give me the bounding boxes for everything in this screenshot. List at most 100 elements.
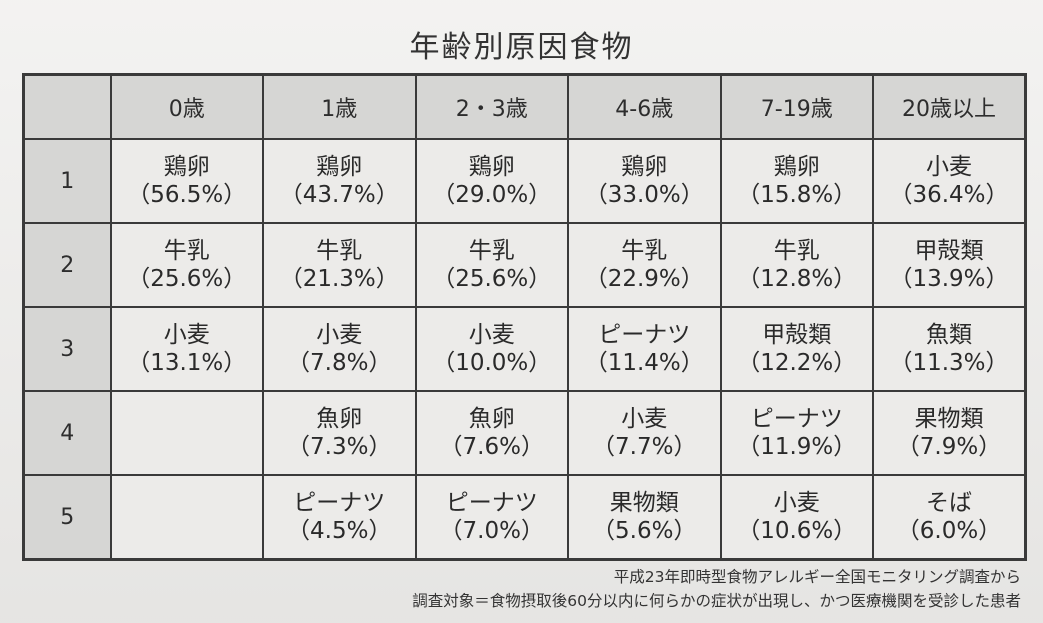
table-cell: 鶏卵 （56.5%） <box>109 138 264 224</box>
column-header: 7-19歳 <box>719 73 874 140</box>
table-cell: 小麦 （36.4%） <box>872 138 1027 224</box>
food-name: 牛乳 <box>468 238 515 264</box>
food-name: 小麦 <box>621 406 668 432</box>
table-cell: 甲殻類 （12.2%） <box>719 306 874 392</box>
table-cell: 果物類 （5.6%） <box>567 474 722 561</box>
food-name: 牛乳 <box>773 238 820 264</box>
table-cell: 小麦 （10.0%） <box>414 306 569 392</box>
food-name: 果物類 <box>914 406 984 432</box>
food-name: ピーナツ <box>445 490 538 516</box>
food-name: 牛乳 <box>163 238 210 264</box>
food-name: そば <box>926 490 972 516</box>
food-percentage: （12.2%） <box>737 350 857 376</box>
food-name: 牛乳 <box>316 238 363 264</box>
table-cell: 果物類 （7.9%） <box>872 390 1027 476</box>
food-percentage: （7.3%） <box>287 434 392 460</box>
table-cell: 鶏卵 （29.0%） <box>414 138 569 224</box>
table-cell: ピーナツ （4.5%） <box>262 474 417 561</box>
food-name: 鶏卵 <box>316 154 363 180</box>
table-cell: 魚類 （11.3%） <box>872 306 1027 392</box>
allergen-table: 0歳 1歳 2・3歳 4-6歳 7-19歳 20歳以上 1 鶏卵 （56.5%） … <box>22 73 1027 561</box>
food-percentage: （15.8%） <box>737 182 857 208</box>
survey-target-note: 調査対象＝食物摂取後60分以内に何らかの症状が出現し、かつ医療機関を受診した患者 <box>412 592 1021 610</box>
food-name: 鶏卵 <box>621 154 668 180</box>
table-cell: 牛乳 （21.3%） <box>262 222 417 308</box>
rank-cell: 1 <box>22 138 112 224</box>
food-percentage: （29.0%） <box>432 182 552 208</box>
table-cell <box>109 474 264 561</box>
food-name: ピーナツ <box>750 406 843 432</box>
food-name: 甲殻類 <box>762 322 832 348</box>
food-percentage: （13.1%） <box>127 350 247 376</box>
food-percentage: （10.0%） <box>432 350 552 376</box>
food-name: 果物類 <box>609 490 679 516</box>
food-name: 小麦 <box>926 154 972 180</box>
food-name: 魚卵 <box>468 406 515 432</box>
food-percentage: （21.3%） <box>279 266 399 292</box>
food-percentage: （10.6%） <box>737 518 857 544</box>
food-percentage: （22.9%） <box>584 266 704 292</box>
food-name: 魚類 <box>926 322 972 348</box>
food-percentage: （11.3%） <box>889 350 1009 376</box>
food-name: 鶏卵 <box>468 154 515 180</box>
food-percentage: （33.0%） <box>584 182 704 208</box>
page-title: 年齢別原因食物 <box>409 30 634 65</box>
column-header: 0歳 <box>109 73 264 140</box>
table-cell: ピーナツ （11.4%） <box>567 306 722 392</box>
table-cell <box>109 390 264 476</box>
food-percentage: （13.9%） <box>889 266 1009 292</box>
food-name: ピーナツ <box>293 490 386 516</box>
food-percentage: （12.8%） <box>737 266 857 292</box>
table-cell: 魚卵 （7.6%） <box>414 390 569 476</box>
food-name: 小麦 <box>163 322 210 348</box>
food-name: 甲殻類 <box>914 238 984 264</box>
food-name: 魚卵 <box>316 406 363 432</box>
table-header-row: 0歳 1歳 2・3歳 4-6歳 7-19歳 20歳以上 <box>22 73 1027 140</box>
table-cell: そば （6.0%） <box>872 474 1027 561</box>
column-header: 1歳 <box>262 73 417 140</box>
food-name: 鶏卵 <box>163 154 210 180</box>
table-cell: 小麦 （10.6%） <box>719 474 874 561</box>
food-percentage: （11.9%） <box>737 434 857 460</box>
column-header: 20歳以上 <box>872 73 1027 140</box>
food-percentage: （56.5%） <box>127 182 247 208</box>
food-percentage: （11.4%） <box>584 350 704 376</box>
table-row: 5 ピーナツ （4.5%） ピーナツ （7.0%） 果物類 （5.6%） 小麦 （10.… <box>22 474 1027 561</box>
food-name: 小麦 <box>316 322 363 348</box>
food-percentage: （25.6%） <box>127 266 247 292</box>
food-name: 鶏卵 <box>773 154 820 180</box>
rank-cell: 3 <box>22 306 112 392</box>
food-name: ピーナツ <box>598 322 691 348</box>
table-cell: 小麦 （13.1%） <box>109 306 264 392</box>
table-cell: 鶏卵 （15.8%） <box>719 138 874 224</box>
table-cell: 牛乳 （12.8%） <box>719 222 874 308</box>
food-percentage: （36.4%） <box>889 182 1009 208</box>
table-cell: ピーナツ （11.9%） <box>719 390 874 476</box>
food-percentage: （6.0%） <box>896 518 1002 544</box>
food-percentage: （7.0%） <box>439 518 544 544</box>
table-cell: 小麦 （7.7%） <box>567 390 722 476</box>
table-cell: 牛乳 （25.6%） <box>414 222 569 308</box>
table-row: 4 魚卵 （7.3%） 魚卵 （7.6%） 小麦 （7.7%） ピーナツ （11.9%）… <box>22 390 1027 476</box>
food-name: 小麦 <box>773 490 820 516</box>
table-cell: 牛乳 （25.6%） <box>109 222 264 308</box>
table-row: 2 牛乳 （25.6%） 牛乳 （21.3%） 牛乳 （25.6%） 牛乳 （22.9%… <box>22 222 1027 308</box>
rank-cell: 5 <box>22 474 112 561</box>
table-cell: 牛乳 （22.9%） <box>567 222 722 308</box>
rank-cell: 2 <box>22 222 112 308</box>
table-cell: ピーナツ （7.0%） <box>414 474 569 561</box>
table-cell: 甲殻類 （13.9%） <box>872 222 1027 308</box>
column-header: 4-6歳 <box>567 73 722 140</box>
source-note: 平成23年即時型食物アレルギー全国モニタリング調査から <box>613 568 1021 586</box>
food-percentage: （7.8%） <box>287 350 392 376</box>
table-row: 1 鶏卵 （56.5%） 鶏卵 （43.7%） 鶏卵 （29.0%） 鶏卵 （33.0%… <box>22 138 1027 224</box>
corner-cell <box>22 73 112 140</box>
food-percentage: （7.6%） <box>439 434 544 460</box>
food-percentage: （7.9%） <box>896 434 1002 460</box>
food-percentage: （25.6%） <box>432 266 552 292</box>
food-percentage: （7.7%） <box>592 434 697 460</box>
table-row: 3 小麦 （13.1%） 小麦 （7.8%） 小麦 （10.0%） ピーナツ （11.4… <box>22 306 1027 392</box>
table-cell: 鶏卵 （33.0%） <box>567 138 722 224</box>
food-percentage: （43.7%） <box>279 182 399 208</box>
